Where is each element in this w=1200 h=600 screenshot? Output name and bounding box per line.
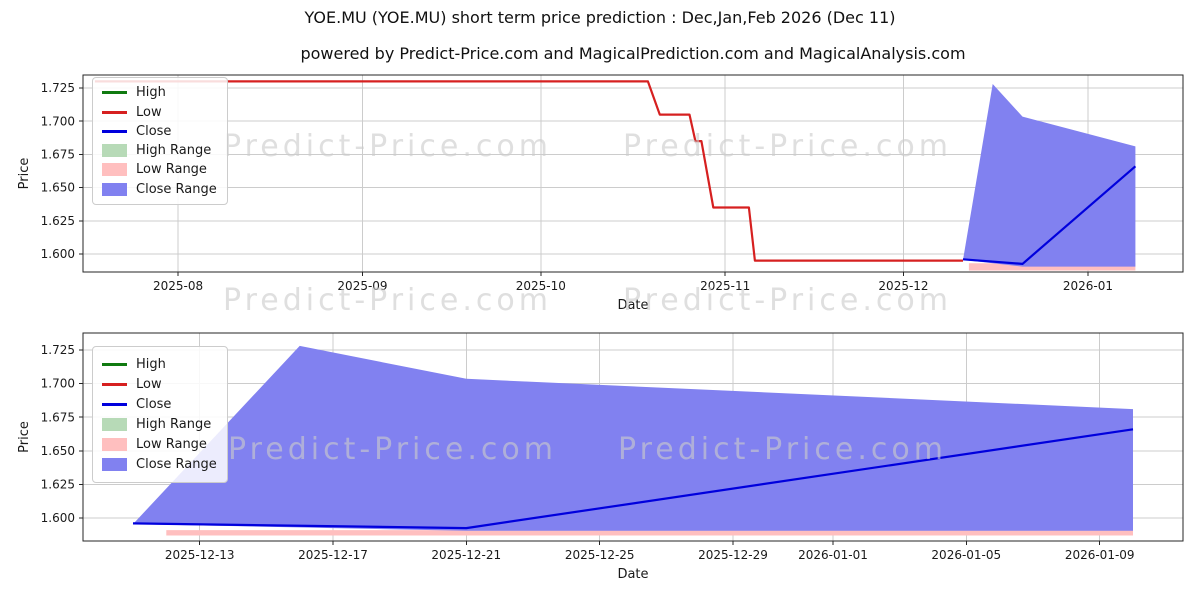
close-swatch-icon <box>102 129 127 133</box>
low-range-swatch-icon <box>102 163 127 177</box>
close-swatch-icon <box>102 403 127 406</box>
y-tick-label: 1.675 <box>41 148 75 162</box>
legend-item-close: Close <box>102 122 227 141</box>
x-tick-label: 2025-12-17 <box>298 548 368 562</box>
low-swatch-icon <box>102 383 127 386</box>
legend-label: Low Range <box>136 437 207 452</box>
legend-label: High <box>136 85 166 101</box>
y-axis-label: Price <box>17 421 32 453</box>
x-tick-label: 2025-12 <box>878 279 928 293</box>
legend-item-close-range: Close Range <box>102 455 227 475</box>
legend-item-low-range: Low Range <box>102 160 227 179</box>
x-tick-label: 2025-12-25 <box>565 548 635 562</box>
y-tick-label: 1.600 <box>41 511 75 525</box>
legend-label: Close <box>136 397 172 412</box>
legend-item-high-range: High Range <box>102 141 227 160</box>
x-tick-label: 2026-01 <box>1063 279 1113 293</box>
legend-item-close-range: Close Range <box>102 180 227 199</box>
y-tick-label: 1.725 <box>41 81 75 95</box>
x-tick-label: 2025-12-13 <box>165 548 235 562</box>
high-range-swatch-icon <box>102 144 127 158</box>
high-swatch-icon <box>102 363 127 366</box>
y-tick-label: 1.650 <box>41 181 75 195</box>
chart-subtitle: powered by Predict-Price.com and Magical… <box>300 44 966 63</box>
band-close-range <box>963 84 1136 267</box>
legend-detail-chart: High Low Close High Range Low Range Close Ran… <box>92 346 228 483</box>
legend-item-low: Low <box>102 102 227 121</box>
legend-item-close: Close <box>102 395 227 415</box>
high-swatch-icon <box>102 91 127 95</box>
y-tick-label: 1.700 <box>41 114 75 128</box>
line-low <box>94 80 963 262</box>
x-axis-label: Date <box>617 567 648 582</box>
band-close-range <box>133 345 1133 531</box>
legend-label: High Range <box>136 417 212 432</box>
x-tick-label: 2026-01-01 <box>798 548 868 562</box>
y-tick-label: 1.650 <box>41 444 75 458</box>
legend-label: Close Range <box>136 457 217 472</box>
legend-label: Close Range <box>136 181 217 197</box>
y-tick-label: 1.725 <box>41 343 75 357</box>
plot-border <box>82 74 1184 273</box>
high-range-swatch-icon <box>102 418 127 431</box>
low-swatch-icon <box>102 110 127 114</box>
y-axis-label: Price <box>17 158 32 190</box>
chart-price-history-with-prediction: 2025-08 2025-09 2025-10 2025-11 2025-12 2026-… <box>17 74 1184 313</box>
line-close <box>962 165 1137 265</box>
close-range-swatch-icon <box>102 458 127 471</box>
legend-history-chart: High Low Close High Range Low Range Close Ran… <box>92 77 228 205</box>
y-tick-label: 1.625 <box>41 478 75 492</box>
x-tick-label: 2025-11 <box>700 279 750 293</box>
legend-label: High Range <box>136 143 212 159</box>
legend-item-high-range: High Range <box>102 415 227 435</box>
y-tick-label: 1.675 <box>41 410 75 424</box>
x-tick-label: 2025-12-21 <box>431 548 501 562</box>
x-tick-label: 2025-10 <box>516 279 566 293</box>
x-tick-label: 2025-12-29 <box>698 548 768 562</box>
legend-label: Close <box>136 123 172 139</box>
x-tick-label: 2026-01-05 <box>931 548 1001 562</box>
x-tick-label: 2025-08 <box>153 279 203 293</box>
x-tick-label: 2026-01-09 <box>1065 548 1135 562</box>
close-range-swatch-icon <box>102 182 127 196</box>
chart-prediction-detail: 2025-12-13 2025-12-17 2025-12-21 2025-12-25… <box>17 332 1184 582</box>
legend-label: Low Range <box>136 162 207 178</box>
line-close <box>132 428 1134 530</box>
x-axis-label: Date <box>617 298 648 313</box>
legend-item-high: High <box>102 83 227 102</box>
low-range-swatch-icon <box>102 438 127 451</box>
x-tick-label: 2025-09 <box>337 279 387 293</box>
band-low-range <box>166 530 1134 536</box>
chart-title: YOE.MU (YOE.MU) short term price predict… <box>304 8 896 27</box>
plot-border <box>82 332 1184 542</box>
legend-label: Low <box>136 377 162 392</box>
legend-label: Low <box>136 104 162 120</box>
y-tick-label: 1.700 <box>41 377 75 391</box>
legend-item-low-range: Low Range <box>102 435 227 455</box>
legend-label: High <box>136 357 166 372</box>
y-tick-label: 1.600 <box>41 247 75 261</box>
legend-item-low: Low <box>102 375 227 395</box>
y-tick-label: 1.625 <box>41 214 75 228</box>
legend-item-high: High <box>102 355 227 375</box>
